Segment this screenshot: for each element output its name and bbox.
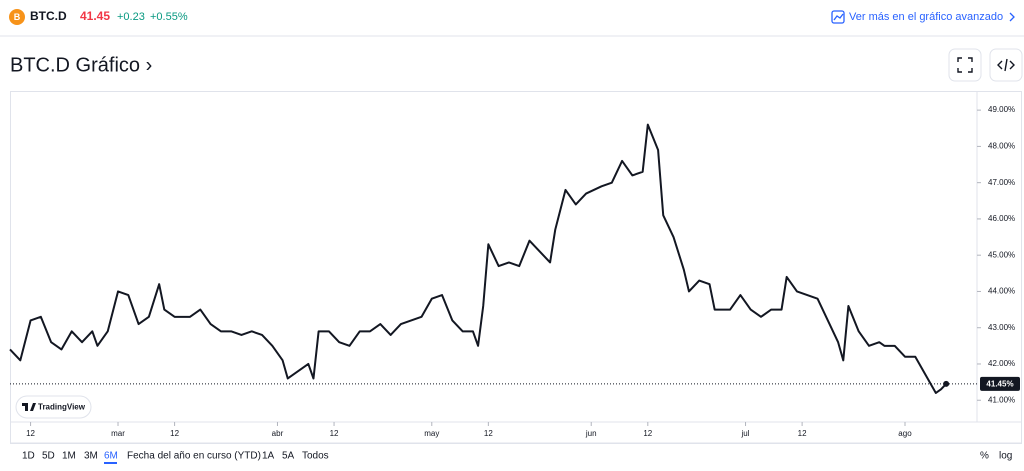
link-icon[interactable]: [831, 10, 845, 24]
range-button[interactable]: 5D: [42, 451, 55, 462]
range-button[interactable]: 1D: [22, 451, 35, 462]
x-tick-label: 12: [170, 429, 179, 438]
last-point: [943, 380, 950, 387]
percent-toggle[interactable]: %: [980, 451, 989, 462]
x-tick-label: mar: [111, 429, 125, 438]
y-tick-label: 49.00%: [988, 105, 1015, 114]
range-button[interactable]: Todos: [302, 451, 329, 462]
link-chevron: [1009, 12, 1015, 22]
plot: 41.00% 42.00% 43.00% 44.00% 45.00% 46.00% 47.0…: [9, 105, 1020, 438]
range-button[interactable]: 1A: [262, 451, 275, 462]
last-price-label: 41.45%: [986, 380, 1013, 389]
chart-frame: [10, 91, 1022, 444]
x-tick-label: 12: [798, 429, 807, 438]
x-tick-label: ago: [898, 429, 912, 438]
link-icon-line: [833, 13, 844, 21]
fullscreen-button[interactable]: [948, 48, 982, 82]
fullscreen-icon: [957, 57, 973, 73]
change: +0.23: [117, 11, 145, 23]
range-button-active[interactable]: 6M: [104, 451, 118, 462]
x-tick-label: 12: [484, 429, 493, 438]
y-tick-label: 48.00%: [988, 142, 1015, 151]
coin-icon: [9, 9, 25, 25]
coin-glyph: B: [14, 12, 21, 22]
price-line: [9, 123, 947, 394]
watermark-logo: [22, 403, 36, 411]
watermark-badge[interactable]: [15, 395, 92, 419]
range-button[interactable]: 3M: [84, 451, 98, 462]
change-pct: +0.55%: [150, 11, 188, 23]
x-tick-label: may: [424, 429, 439, 438]
y-tick-label: 46.00%: [988, 214, 1015, 223]
log-toggle[interactable]: log: [999, 451, 1012, 462]
y-tick-label: 45.00%: [988, 250, 1015, 259]
chart-title[interactable]: BTC.D Gráfico ›: [10, 54, 152, 76]
range-button[interactable]: 5A: [282, 451, 295, 462]
y-tick-label: 47.00%: [988, 178, 1015, 187]
y-tick-label: 43.00%: [988, 323, 1015, 332]
embed-icon: [997, 58, 1015, 72]
y-tick-label: 42.00%: [988, 359, 1015, 368]
watermark-text: TradingView: [38, 403, 86, 412]
y-tick-label: 44.00%: [988, 287, 1015, 296]
x-tick-label: jul: [741, 429, 750, 438]
range-button[interactable]: 1M: [62, 451, 76, 462]
x-tick-label: 12: [643, 429, 652, 438]
advanced-link[interactable]: Ver más en el gráfico avanzado: [849, 11, 1003, 23]
last-price-badge: [980, 376, 1020, 391]
range-button[interactable]: Fecha del año en curso (YTD): [127, 451, 261, 462]
x-tick-label: jun: [585, 429, 597, 438]
x-tick-label: 12: [26, 429, 35, 438]
x-tick-label: abr: [272, 429, 284, 438]
y-tick-label: 41.00%: [988, 395, 1015, 404]
x-tick-label: 12: [330, 429, 339, 438]
symbol[interactable]: BTC.D: [30, 9, 67, 23]
price: 41.45: [80, 9, 110, 23]
